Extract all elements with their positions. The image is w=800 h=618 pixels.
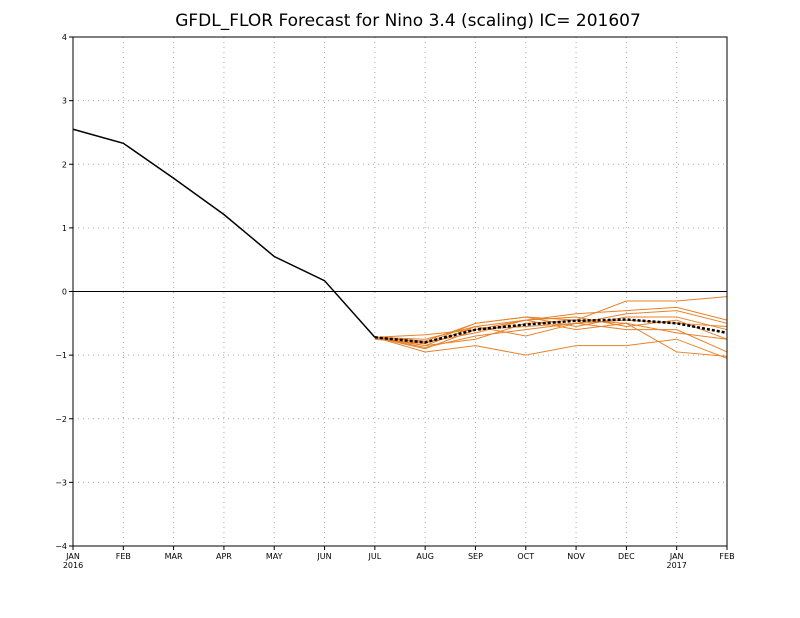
x-tick-label: SEP (468, 552, 483, 561)
x-tick-label: AUG (416, 552, 434, 561)
x-tick-label: MAR (165, 552, 183, 561)
x-tick-label: NOV (567, 552, 585, 561)
y-tick-label: −3 (55, 478, 67, 487)
x-tick-year-label: 2017 (667, 561, 687, 570)
ensemble-member-line (374, 316, 728, 345)
x-tick-label: OCT (517, 552, 534, 561)
x-tick-label: JAN (65, 552, 80, 561)
ensemble-mean-line (374, 318, 728, 344)
y-tick-label: −2 (55, 415, 67, 424)
y-tick-label: −1 (55, 351, 67, 360)
y-tick-label: 4 (62, 33, 67, 42)
x-tick-label: FEB (719, 552, 734, 561)
ensemble-member-line (374, 306, 728, 347)
ensemble-mean-layer (374, 318, 728, 344)
x-tick-label: MAY (266, 552, 283, 561)
y-tick-label: 0 (62, 288, 67, 297)
x-tick-year-label: 2016 (63, 561, 83, 570)
x-tick-label: FEB (116, 552, 131, 561)
y-tick-label: 3 (62, 97, 67, 106)
y-tick-label: 2 (62, 160, 67, 169)
y-axis: 4 3 2 1 0 −1 −2 −3 −4 (55, 33, 73, 551)
ensemble-member-line (374, 310, 728, 340)
ensemble-member-line (374, 316, 728, 340)
y-tick-label: −4 (55, 542, 67, 551)
ensemble-members (374, 296, 728, 359)
x-tick-label: APR (216, 552, 232, 561)
observed-line (72, 128, 376, 338)
x-tick-label: DEC (618, 552, 635, 561)
grid (73, 37, 727, 546)
chart-title: GFDL_FLOR Forecast for Nino 3.4 (scaling… (175, 11, 641, 31)
x-tick-label: JAN (669, 552, 684, 561)
y-tick-label: 1 (62, 224, 67, 233)
x-tick-label: JUN (316, 552, 331, 561)
observed-layer (72, 128, 376, 338)
ensemble-member-line (374, 322, 728, 353)
x-tick-label: JUL (368, 552, 382, 561)
ensemble-member-line (374, 336, 728, 359)
